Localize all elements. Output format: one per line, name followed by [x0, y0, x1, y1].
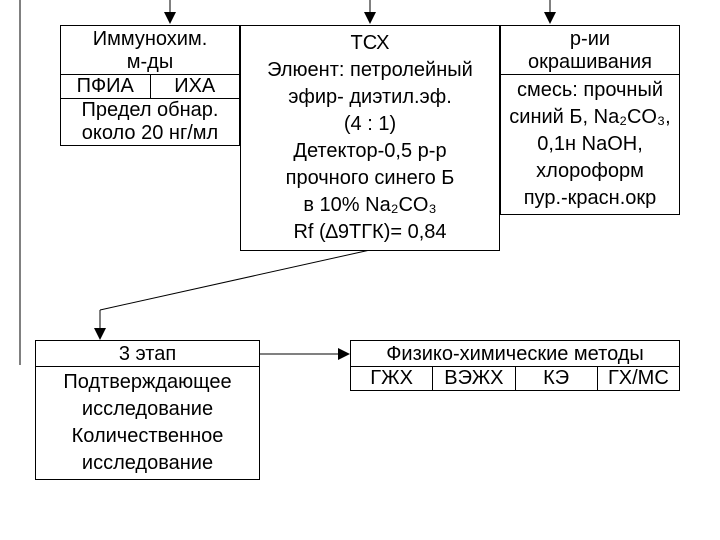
color-rxn-body-2: 0,1н NaOH,	[537, 133, 643, 155]
color-rxn-body-4: пур.-красн.окр	[524, 187, 657, 209]
physchem-method-0: ГЖХ	[351, 366, 432, 390]
stage3-body-2: Количественное	[72, 425, 224, 447]
physchem-method-3: ГХ/МС	[597, 366, 679, 390]
tlc-line-3: (4 : 1)	[344, 113, 396, 135]
stage3-title: 3 этап	[36, 341, 259, 366]
immuno-bottom-line1: Предел обнар.	[82, 99, 219, 121]
color-rxn-body: смесь: прочный синий Б, Na₂CO₃, 0,1н NaO…	[501, 74, 679, 214]
tlc-line-6: в 10% Na₂CO₃	[303, 194, 436, 216]
physchem-methods: ГЖХ ВЭЖХ КЭ ГХ/МС	[351, 366, 679, 390]
physchem-box: Физико-химические методы ГЖХ ВЭЖХ КЭ ГХ/…	[350, 340, 680, 391]
physchem-title: Физико-химические методы	[351, 341, 679, 366]
color-rxn-body-1: синий Б, Na₂CO₃,	[509, 106, 670, 128]
color-rxn-box: р-ии окрашивания смесь: прочный синий Б,…	[500, 25, 680, 215]
immuno-sub2: ИХА	[150, 74, 240, 98]
tlc-line-7: Rf (∆9ТГК)= 0,84	[293, 221, 446, 243]
tlc-line-1: Элюент: петролейный	[267, 59, 473, 81]
immuno-title: Иммунохим. м-ды	[61, 26, 239, 74]
stage3-body-0: Подтверждающее	[63, 371, 231, 393]
tlc-line-2: эфир- диэтил.эф.	[288, 86, 452, 108]
color-rxn-title-line2: окрашивания	[528, 51, 652, 73]
physchem-method-2: КЭ	[515, 366, 597, 390]
color-rxn-body-3: хлороформ	[536, 160, 644, 182]
stage3-body: Подтверждающее исследование Количественн…	[36, 366, 259, 479]
stage3-body-3: исследование	[82, 452, 213, 474]
diagram-canvas: Иммунохим. м-ды ПФИА ИХА Предел обнар. о…	[0, 0, 720, 540]
tlc-to-stage3-connector	[94, 250, 370, 340]
stage3-box: 3 этап Подтверждающее исследование Колич…	[35, 340, 260, 480]
immuno-sub1: ПФИА	[61, 74, 150, 98]
color-rxn-body-0: смесь: прочный	[517, 79, 663, 101]
color-rxn-title-line1: р-ии	[570, 28, 610, 50]
immuno-bottom-line2: около 20 нг/мл	[82, 122, 218, 144]
tlc-line-5: прочного синего Б	[286, 167, 455, 189]
tlc-line-0: ТСХ	[351, 32, 390, 54]
immuno-box: Иммунохим. м-ды ПФИА ИХА Предел обнар. о…	[60, 25, 240, 146]
immuno-bottom: Предел обнар. около 20 нг/мл	[61, 98, 239, 145]
stage3-body-1: исследование	[82, 398, 213, 420]
tlc-box: ТСХ Элюент: петролейный эфир- диэтил.эф.…	[240, 25, 500, 251]
stage3-to-physchem-connector	[260, 348, 350, 360]
tlc-line-4: Детектор-0,5 р-р	[293, 140, 446, 162]
tlc-lines: ТСХ Элюент: петролейный эфир- диэтил.эф.…	[243, 30, 497, 246]
physchem-method-1: ВЭЖХ	[432, 366, 514, 390]
immuno-title-line2: м-ды	[127, 51, 173, 73]
immuno-title-line1: Иммунохим.	[93, 28, 208, 50]
top-arrows	[164, 0, 556, 24]
color-rxn-title: р-ии окрашивания	[501, 26, 679, 74]
